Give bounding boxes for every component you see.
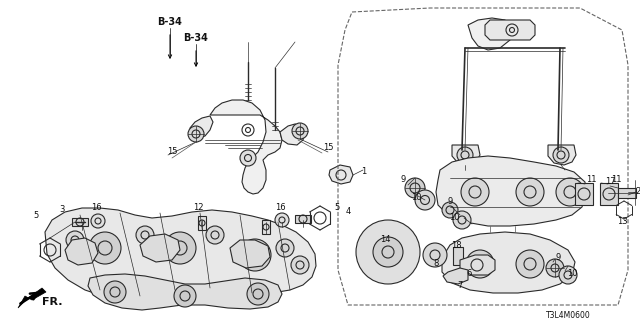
- Text: 1: 1: [362, 167, 367, 177]
- Text: 5: 5: [33, 211, 38, 220]
- Polygon shape: [45, 208, 316, 298]
- Circle shape: [240, 150, 256, 166]
- Text: 11: 11: [586, 175, 596, 185]
- Text: 18: 18: [451, 241, 461, 250]
- Circle shape: [276, 239, 294, 257]
- Circle shape: [104, 281, 126, 303]
- Polygon shape: [443, 268, 468, 284]
- Polygon shape: [485, 20, 535, 40]
- Text: 5: 5: [334, 204, 340, 212]
- Text: 9: 9: [447, 197, 452, 206]
- Text: 4: 4: [346, 207, 351, 217]
- Polygon shape: [329, 165, 353, 184]
- Text: 17: 17: [605, 178, 615, 187]
- Circle shape: [559, 266, 577, 284]
- Circle shape: [556, 178, 584, 206]
- Text: B-34: B-34: [157, 17, 182, 27]
- Bar: [198, 216, 206, 230]
- Text: 14: 14: [380, 236, 390, 244]
- Bar: [575, 183, 593, 205]
- Text: 15: 15: [167, 148, 177, 156]
- Circle shape: [89, 232, 121, 264]
- Circle shape: [188, 126, 204, 142]
- Text: FR.: FR.: [42, 297, 62, 307]
- Polygon shape: [548, 145, 576, 165]
- Text: 9: 9: [556, 253, 561, 262]
- Circle shape: [174, 285, 196, 307]
- Circle shape: [423, 243, 447, 267]
- Polygon shape: [65, 238, 98, 265]
- Text: 6: 6: [467, 269, 472, 278]
- Circle shape: [546, 259, 564, 277]
- Polygon shape: [280, 124, 305, 145]
- Polygon shape: [460, 255, 495, 275]
- Circle shape: [466, 250, 494, 278]
- Circle shape: [516, 250, 544, 278]
- Polygon shape: [452, 145, 480, 165]
- Polygon shape: [436, 156, 586, 226]
- Text: 10: 10: [449, 213, 460, 222]
- Circle shape: [553, 147, 569, 163]
- Text: 13: 13: [617, 218, 627, 227]
- Circle shape: [66, 231, 84, 249]
- Polygon shape: [442, 232, 575, 293]
- Bar: [295, 215, 311, 223]
- Circle shape: [405, 178, 425, 198]
- Circle shape: [415, 190, 435, 210]
- Polygon shape: [230, 240, 270, 268]
- Text: 7: 7: [458, 282, 463, 291]
- Polygon shape: [140, 234, 180, 262]
- Circle shape: [206, 226, 224, 244]
- Polygon shape: [88, 274, 282, 310]
- Circle shape: [453, 211, 471, 229]
- Polygon shape: [210, 100, 282, 194]
- Text: 15: 15: [323, 143, 333, 153]
- Text: B-34: B-34: [184, 33, 209, 43]
- Circle shape: [356, 220, 420, 284]
- Circle shape: [292, 123, 308, 139]
- Circle shape: [91, 214, 105, 228]
- Bar: [600, 183, 618, 205]
- Text: 3: 3: [60, 205, 65, 214]
- Circle shape: [291, 256, 309, 274]
- Circle shape: [275, 213, 289, 227]
- Text: 16: 16: [275, 204, 285, 212]
- Circle shape: [516, 178, 544, 206]
- Text: 8: 8: [433, 259, 438, 268]
- Bar: [618, 188, 636, 198]
- Bar: [262, 220, 270, 234]
- Circle shape: [442, 202, 458, 218]
- Circle shape: [373, 237, 403, 267]
- Circle shape: [457, 147, 473, 163]
- Polygon shape: [18, 288, 46, 308]
- Polygon shape: [190, 116, 213, 138]
- Text: 11: 11: [611, 175, 621, 185]
- Polygon shape: [468, 18, 512, 50]
- Text: 16: 16: [91, 204, 101, 212]
- Circle shape: [136, 226, 154, 244]
- Text: T3L4M0600: T3L4M0600: [546, 310, 590, 319]
- Circle shape: [461, 178, 489, 206]
- Circle shape: [247, 283, 269, 305]
- Text: 12: 12: [193, 204, 204, 212]
- Text: 10: 10: [567, 268, 577, 277]
- Bar: [72, 218, 88, 226]
- Text: 2: 2: [636, 188, 640, 196]
- Circle shape: [164, 232, 196, 264]
- Text: 10: 10: [411, 194, 421, 203]
- Bar: [453, 247, 463, 265]
- Text: 9: 9: [401, 175, 406, 185]
- Circle shape: [239, 239, 271, 271]
